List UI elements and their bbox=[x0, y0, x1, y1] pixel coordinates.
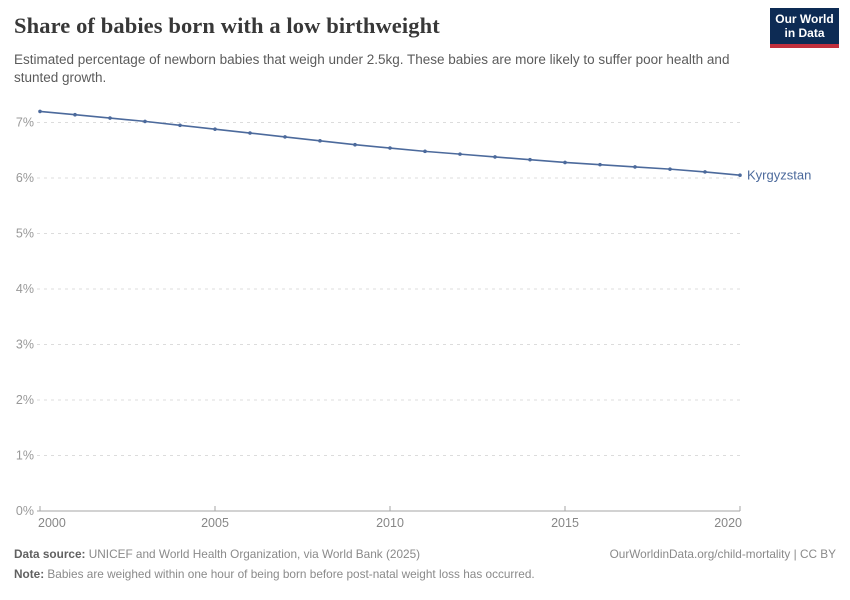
x-axis-tick-label: 2005 bbox=[201, 516, 229, 530]
data-source-label: Data source: bbox=[14, 547, 86, 561]
data-point bbox=[283, 135, 287, 139]
chart-subtitle: Estimated percentage of newborn babies t… bbox=[14, 52, 730, 85]
data-point bbox=[423, 149, 427, 154]
note-label: Note: bbox=[14, 567, 45, 581]
owid-logo-line1: Our World bbox=[775, 12, 834, 26]
data-point bbox=[458, 152, 462, 156]
data-point bbox=[38, 109, 42, 114]
data-point bbox=[388, 146, 392, 150]
x-axis-tick-label: 2010 bbox=[376, 516, 404, 530]
line-chart: 0% 1% 2% 3% 4% 5% 6% 7% 2000 2005 2010 2015 2020 Kyrg… bbox=[16, 109, 811, 530]
data-point bbox=[108, 116, 112, 120]
data-source-text: Data source: UNICEF and World Health Org… bbox=[14, 547, 421, 561]
y-axis-tick-label: 5% bbox=[16, 227, 34, 241]
y-axis-tick-label: 1% bbox=[16, 449, 34, 463]
data-point bbox=[318, 139, 322, 143]
y-axis-tick-label: 0% bbox=[16, 504, 34, 518]
y-axis-tick-label: 6% bbox=[16, 171, 34, 185]
footer-note-row: Note: Babies are weighed within one hour… bbox=[14, 567, 535, 581]
footer-source-row: Data source: UNICEF and World Health Org… bbox=[14, 547, 836, 561]
data-point bbox=[528, 157, 532, 162]
owid-logo-line2: in Data bbox=[784, 26, 825, 40]
owid-citation-link[interactable]: OurWorldinData.org/child-mortality | CC … bbox=[609, 547, 836, 561]
page-title: Share of babies born with a low birthwei… bbox=[14, 13, 440, 38]
x-axis-tick-label: 2020 bbox=[714, 516, 742, 530]
series-label: Kyrgyzstan bbox=[747, 168, 811, 183]
data-point bbox=[493, 155, 497, 159]
x-axis-tick-label: 2000 bbox=[38, 516, 66, 530]
note-text: Babies are weighed within one hour of be… bbox=[44, 567, 535, 581]
y-axis-tick-label: 7% bbox=[16, 116, 34, 130]
data-point bbox=[248, 131, 252, 135]
data-point bbox=[143, 119, 147, 124]
y-axis-tick-label: 2% bbox=[16, 393, 34, 407]
data-point bbox=[213, 127, 217, 131]
y-axis-tick-label: 3% bbox=[16, 338, 34, 352]
data-point bbox=[73, 112, 77, 117]
data-point bbox=[598, 162, 602, 167]
data-point bbox=[668, 167, 672, 171]
owid-logo: Our World in Data bbox=[770, 8, 839, 48]
data-point bbox=[563, 160, 567, 165]
data-point bbox=[633, 165, 637, 169]
y-axis-tick-label: 4% bbox=[16, 282, 34, 296]
data-point bbox=[178, 123, 182, 128]
chart-svg: 0% 1% 2% 3% 4% 5% 6% 7% 2000 2005 2010 2015 2020 Kyrg… bbox=[16, 109, 811, 530]
x-axis-tick-label: 2015 bbox=[551, 516, 579, 530]
data-point bbox=[703, 170, 707, 174]
data-point bbox=[738, 173, 742, 178]
data-point bbox=[353, 142, 357, 147]
